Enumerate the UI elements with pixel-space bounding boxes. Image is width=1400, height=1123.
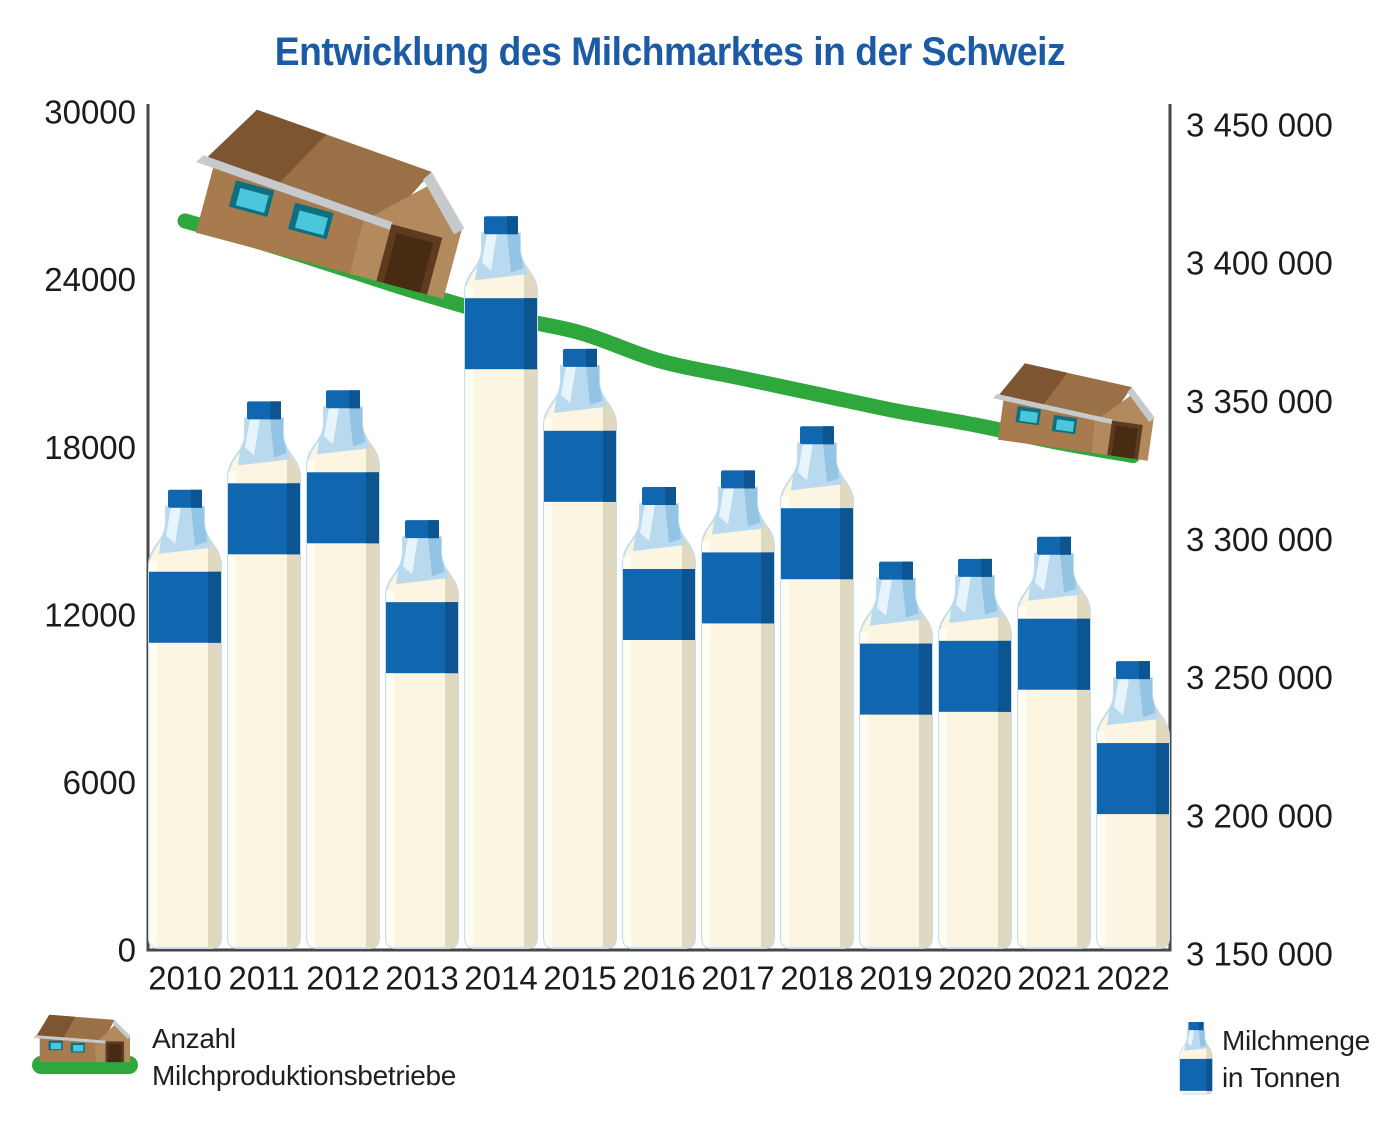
farms-legend-icon (32, 1014, 138, 1074)
milk-legend-line1: Milchmenge (1222, 1025, 1370, 1056)
bar-2013 (385, 520, 459, 949)
bar-2019 (859, 561, 933, 949)
x-label-2018: 2018 (780, 960, 853, 997)
bar-2010 (148, 489, 222, 949)
bar-2017 (701, 470, 775, 949)
x-label-2021: 2021 (1017, 960, 1090, 997)
right-axis-tick-3300000: 3 300 000 (1186, 521, 1333, 558)
x-label-2010: 2010 (148, 960, 221, 997)
x-label-2022: 2022 (1096, 960, 1169, 997)
x-label-2019: 2019 (859, 960, 932, 997)
left-axis-tick-18000: 18000 (44, 429, 136, 466)
x-label-2011: 2011 (229, 960, 300, 997)
right-axis-tick-3250000: 3 250 000 (1186, 659, 1333, 696)
right-axis-tick-3450000: 3 450 000 (1186, 107, 1333, 144)
bar-2016 (622, 486, 696, 949)
bar-2015 (543, 348, 617, 949)
house-icon-large (195, 109, 465, 299)
left-axis-tick-0: 0 (118, 932, 136, 969)
right-axis-tick-3400000: 3 400 000 (1186, 245, 1333, 282)
left-axis-tick-6000: 6000 (63, 764, 136, 801)
bar-2022 (1096, 661, 1170, 949)
right-axis-tick-3150000: 3 150 000 (1186, 936, 1333, 973)
milk-legend-icon (1179, 1022, 1213, 1095)
bar-2020 (938, 558, 1012, 949)
bar-2011 (227, 401, 301, 949)
bar-2014 (464, 216, 538, 949)
bar-2018 (780, 426, 854, 949)
house-icon-small (993, 363, 1155, 461)
x-label-2014: 2014 (464, 960, 537, 997)
x-label-2017: 2017 (701, 960, 774, 997)
milk-legend-label: Milchmenge in Tonnen (1222, 1022, 1370, 1096)
page-title: Entwicklung des Milchmarktes in der Schw… (274, 30, 1066, 74)
combo-chart: 0 6000 12000 18000 24000 30000 3 150 000 3 200 … (44, 94, 1333, 997)
right-axis-tick-3350000: 3 350 000 (1186, 383, 1333, 420)
x-label-2013: 2013 (385, 960, 458, 997)
left-axis-tick-24000: 24000 (44, 261, 136, 298)
milk-legend-line2: in Tonnen (1222, 1062, 1341, 1093)
right-axis-tick-3200000: 3 200 000 (1186, 797, 1333, 834)
x-label-2016: 2016 (622, 960, 695, 997)
x-label-2015: 2015 (543, 960, 616, 997)
x-label-2020: 2020 (938, 960, 1011, 997)
farms-legend-line1: Anzahl (152, 1023, 236, 1054)
milk-legend-bottle (1179, 1022, 1213, 1095)
bar-2012 (306, 390, 380, 949)
bar-2021 (1017, 536, 1091, 949)
left-axis-tick-30000: 30000 (44, 94, 136, 131)
farms-legend-line2: Milchproduktionsbetriebe (152, 1060, 457, 1091)
x-label-2012: 2012 (306, 960, 379, 997)
farms-legend-label: Anzahl Milchproduktionsbetriebe (152, 1020, 456, 1094)
left-axis-tick-12000: 12000 (44, 596, 136, 633)
